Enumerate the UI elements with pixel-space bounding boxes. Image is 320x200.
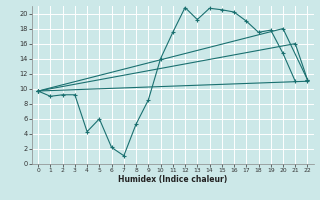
X-axis label: Humidex (Indice chaleur): Humidex (Indice chaleur)	[118, 175, 228, 184]
